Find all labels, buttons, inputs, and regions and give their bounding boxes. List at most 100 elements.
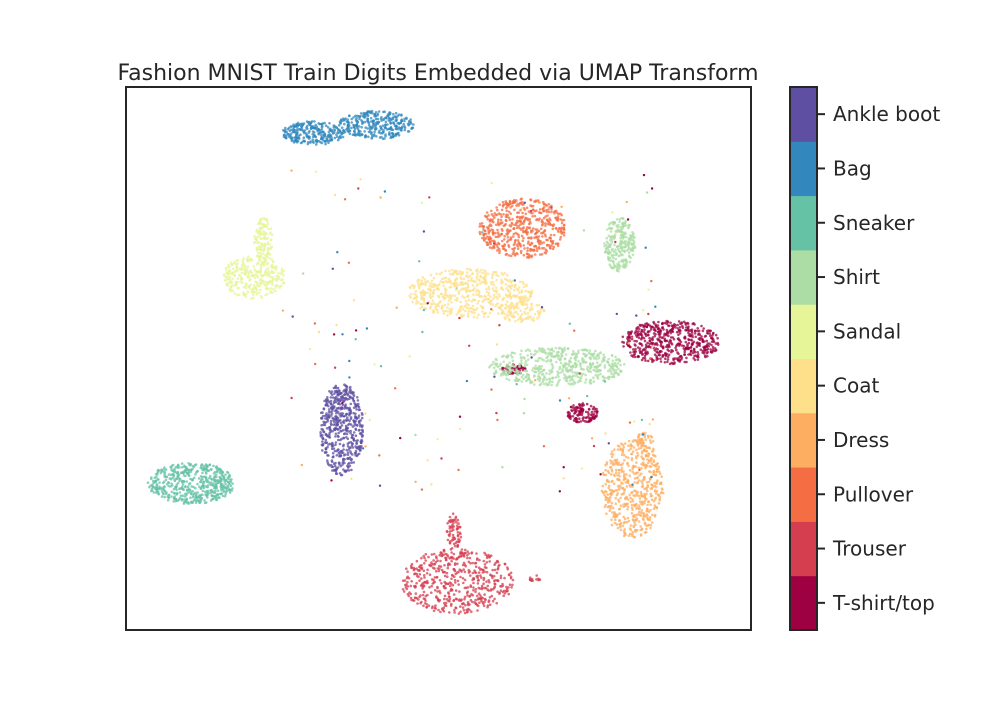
data-point [515, 368, 518, 371]
data-point [228, 272, 232, 275]
data-point [251, 293, 255, 297]
data-point [615, 365, 619, 369]
data-point [627, 241, 630, 245]
data-point [249, 259, 253, 262]
data-point [655, 482, 658, 486]
data-point [525, 206, 529, 209]
data-point [464, 564, 468, 568]
data-point [258, 235, 261, 238]
data-point [566, 370, 570, 373]
data-point [432, 552, 436, 556]
data-point [521, 227, 524, 230]
data-point [518, 226, 521, 230]
data-point [537, 357, 541, 360]
data-point [175, 493, 178, 496]
data-point [422, 298, 426, 302]
data-point [681, 326, 685, 330]
data-point [271, 260, 275, 264]
data-point [638, 500, 642, 503]
data-point [620, 470, 624, 474]
data-point [478, 230, 482, 234]
data-point [457, 612, 461, 615]
data-point [199, 475, 203, 478]
data-point [649, 503, 652, 507]
data-point [470, 593, 473, 596]
data-point [536, 239, 540, 243]
data-point [562, 231, 565, 234]
data-point [160, 495, 164, 498]
data-point [649, 508, 652, 512]
data-point [501, 200, 505, 204]
data-point [482, 568, 485, 572]
data-point [511, 200, 515, 203]
data-point [433, 282, 436, 286]
data-point [646, 359, 650, 363]
data-point [500, 239, 504, 243]
data-point [464, 603, 467, 607]
data-point [643, 339, 647, 343]
data-point [677, 330, 680, 333]
data-point [422, 590, 426, 594]
data-point [511, 217, 514, 221]
data-point [289, 134, 292, 138]
data-point [621, 447, 625, 451]
data-point [504, 373, 508, 377]
data-point [434, 570, 438, 573]
data-point [430, 553, 434, 556]
data-point [533, 375, 536, 378]
data-point [507, 586, 510, 589]
data-point [502, 213, 505, 216]
data-point [205, 485, 208, 489]
data-point [613, 361, 617, 365]
data-point [622, 224, 625, 228]
data-point [460, 273, 464, 276]
data-point [422, 554, 426, 558]
data-point [214, 494, 218, 498]
data-point [253, 234, 256, 238]
data-point [177, 473, 181, 476]
data-point [655, 469, 659, 473]
data-point [504, 222, 507, 226]
data-point [564, 353, 568, 356]
data-point [219, 485, 223, 488]
data-point [625, 249, 629, 252]
data-point [647, 452, 650, 455]
data-point [533, 253, 537, 256]
data-point [680, 344, 684, 347]
data-point [614, 355, 617, 359]
data-point [199, 466, 202, 470]
data-point [190, 492, 193, 496]
data-point [676, 327, 680, 330]
data-point [511, 363, 515, 367]
data-point [668, 345, 671, 349]
data-point [414, 596, 418, 600]
data-point [529, 237, 533, 240]
data-point [574, 365, 577, 369]
data-point [507, 210, 511, 214]
data-point [258, 254, 262, 258]
data-point [643, 328, 646, 332]
data-point [453, 284, 457, 288]
data-point [510, 221, 514, 225]
data-point [521, 280, 524, 284]
data-point [575, 409, 578, 412]
data-point [690, 339, 694, 342]
data-point [656, 327, 660, 330]
data-point [502, 296, 506, 300]
data-point [685, 360, 688, 364]
data-point [460, 598, 463, 601]
data-point [563, 377, 566, 380]
data-point [623, 241, 626, 245]
data-point [500, 215, 503, 218]
data-point [549, 246, 552, 250]
data-point [574, 416, 578, 420]
data-point [146, 481, 150, 485]
data-point [442, 309, 445, 313]
data-point [640, 485, 644, 489]
data-point [644, 438, 647, 442]
data-point [646, 524, 650, 527]
data-point [584, 378, 588, 381]
data-point [493, 579, 497, 582]
data-point [429, 306, 432, 310]
data-point [554, 376, 558, 379]
